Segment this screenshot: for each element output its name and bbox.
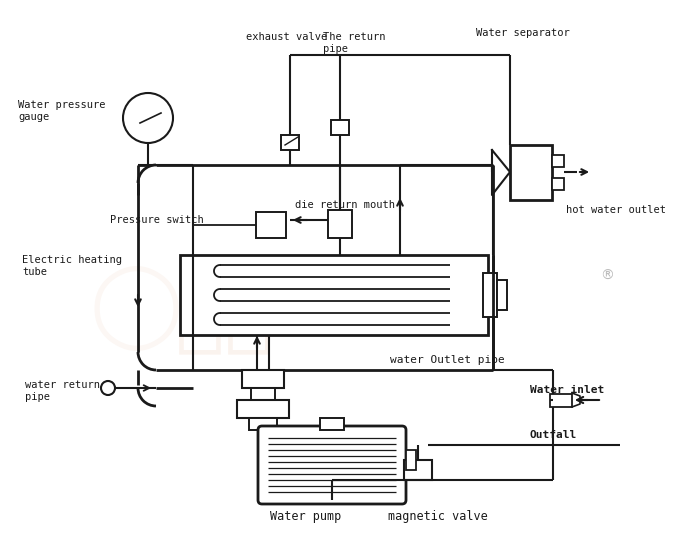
Bar [281,135,299,150]
Bar [550,394,572,407]
Bar [497,280,507,310]
Bar [320,418,344,430]
Text: Electric heating
tube: Electric heating tube [22,255,122,276]
Bar [328,210,352,238]
Bar [404,460,432,480]
Text: Water pump: Water pump [270,510,341,523]
Text: exhaust valve: exhaust valve [246,32,327,42]
Text: The return
pipe: The return pipe [323,32,385,54]
Bar [331,120,349,135]
Text: magnetic valve: magnetic valve [388,510,488,523]
Bar [249,418,277,430]
Bar [552,155,564,167]
Bar [256,212,286,238]
Text: water Outlet pipe: water Outlet pipe [390,355,505,365]
Text: die return mouth: die return mouth [295,200,395,210]
Bar [510,145,552,200]
Text: ®: ® [600,269,614,283]
Bar [251,388,275,400]
FancyBboxPatch shape [258,426,406,504]
Bar [552,178,564,190]
Bar [237,400,289,418]
Bar [483,273,497,317]
Bar [242,370,284,388]
Bar [180,255,488,335]
Text: Pressure switch: Pressure switch [110,215,204,225]
Bar [406,450,416,470]
Text: Water pressure
gauge: Water pressure gauge [18,100,105,122]
Text: water return
pipe: water return pipe [25,380,100,402]
Text: Water separator: Water separator [476,28,570,38]
Text: hot water outlet: hot water outlet [566,205,666,215]
Text: ◯: ◯ [90,266,183,351]
Text: Water inlet: Water inlet [530,385,604,395]
Text: Outfall: Outfall [530,430,577,440]
Text: 机械: 机械 [175,276,275,357]
